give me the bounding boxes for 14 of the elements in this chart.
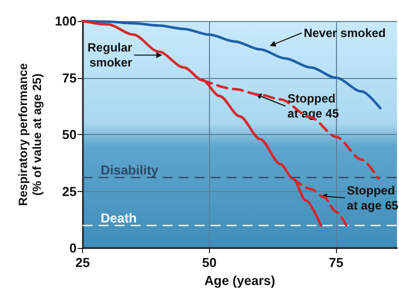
y-axis-title: Respiratory performance (% of value at age 25) [16, 62, 44, 206]
annotation: Never smoked [304, 26, 386, 40]
x-tick-label: 50 [202, 255, 217, 270]
y-tick-label: 50 [62, 127, 77, 142]
y-tick-label: 75 [62, 70, 77, 86]
ref-line-label: Death [100, 210, 137, 226]
x-axis-title: Age (years) [204, 273, 276, 288]
x-tick-label: 75 [328, 255, 344, 270]
annotation: Regular smoker [88, 40, 133, 70]
y-tick-label: 100 [54, 14, 77, 28]
ref-line-label: Disability [100, 162, 160, 178]
x-tick-label: 25 [75, 255, 90, 270]
y-tick-label: 25 [62, 184, 77, 199]
y-tick-label: 0 [69, 240, 77, 256]
